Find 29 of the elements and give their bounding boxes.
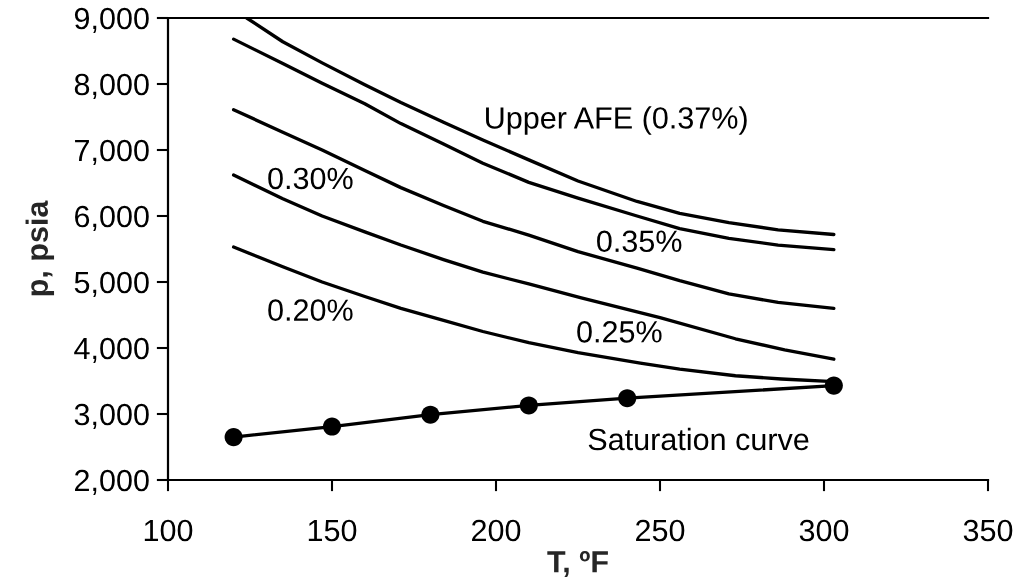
point [519,396,538,415]
y-tick-label: 8,000 [74,73,149,99]
y-tick-label: 4,000 [74,337,149,363]
x-tick-label: 100 [144,519,193,542]
y-tick-label: 5,000 [74,271,149,297]
x-tick-label: 200 [472,519,521,542]
point [824,376,843,395]
series-label: 0.35% [597,230,682,253]
series-label: Saturation curve [588,427,809,451]
series-label: Upper AFE (0.37%) [486,106,747,135]
y-tick-label: 6,000 [75,205,149,231]
line-series [231,37,836,252]
y-tick-label: 9,000 [74,7,149,33]
x-tick-label: 350 [963,519,1013,542]
series-label: 0.25% [577,321,662,343]
y-tick-label: 7,000 [75,139,149,165]
x-tick-label: 250 [636,519,685,542]
y-axis-title: p, psia [25,200,55,296]
x-tick-label: 150 [308,519,357,542]
point [618,389,637,408]
point [421,405,440,424]
point [322,417,342,436]
x-axis-title: T, ºF [547,551,608,578]
y-tick-label: 2,000 [75,469,149,495]
y-tick-label: 3,000 [74,403,149,429]
series-label: 0.30% [268,167,353,190]
x-tick-label: 300 [799,519,849,542]
series-label: 0.20% [268,299,353,321]
point [224,428,243,447]
